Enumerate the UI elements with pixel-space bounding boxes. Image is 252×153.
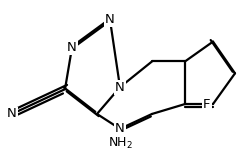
Text: N: N bbox=[115, 81, 125, 94]
Text: N: N bbox=[105, 13, 115, 26]
Text: N: N bbox=[67, 41, 77, 54]
Text: NH$_2$: NH$_2$ bbox=[108, 136, 133, 151]
Text: N: N bbox=[7, 107, 17, 120]
Text: N: N bbox=[115, 122, 125, 135]
Text: F: F bbox=[203, 98, 211, 111]
